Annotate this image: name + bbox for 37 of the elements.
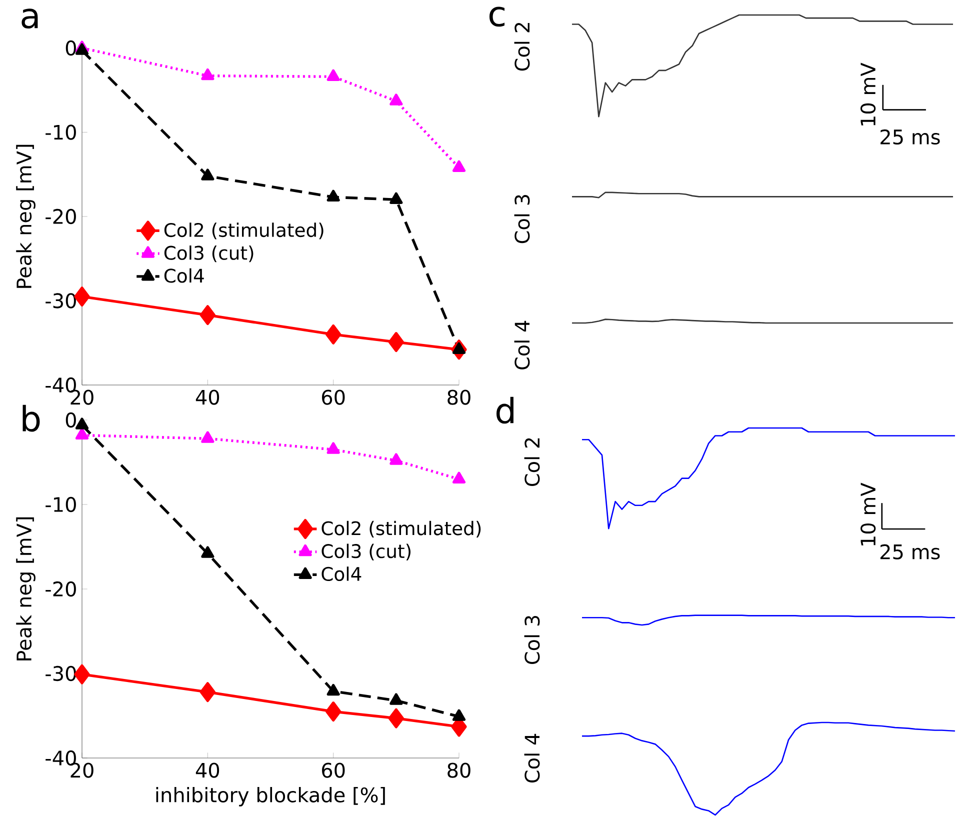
chart-title: c xyxy=(489,6,504,27)
y-tick-label: -10 xyxy=(46,496,76,512)
chart-title: a xyxy=(22,8,38,29)
y-tick-label: -10 xyxy=(46,124,76,140)
text: Col 2 xyxy=(524,438,540,486)
x-tick-label: 80 xyxy=(448,390,470,405)
legend-label: Col4 xyxy=(322,566,362,582)
y-tick-label: 0 xyxy=(66,412,76,428)
legend-label: Col2 (stimulated) xyxy=(322,520,481,538)
chart-title: b xyxy=(22,404,40,432)
y-tick-label: -20 xyxy=(46,208,76,224)
legend-label: Col3 (cut) xyxy=(164,245,254,262)
x-tick-label: 40 xyxy=(196,390,220,405)
text: Col 3 xyxy=(514,195,530,244)
text: Col 3 xyxy=(524,616,540,664)
y-tick-label: -30 xyxy=(46,666,76,682)
x-tick-label: 80 xyxy=(448,762,470,778)
text: Col 2 xyxy=(514,22,530,71)
text: Col 4 xyxy=(514,320,530,370)
y-tick-label: -20 xyxy=(46,581,76,597)
y-axis-title: Peak neg [mV] xyxy=(16,517,36,660)
x-tick-label: 40 xyxy=(196,762,220,778)
annotation: 25 ms xyxy=(880,129,940,145)
y-axis-title: Peak neg [mV] xyxy=(16,144,36,288)
annotation: 25 ms xyxy=(880,544,940,560)
legend-label: Col3 (cut) xyxy=(322,544,410,560)
text: Col 4 xyxy=(524,734,540,782)
annotation: 10 mV xyxy=(860,62,876,126)
annotation: 10 mV xyxy=(860,482,876,546)
chart-title: d xyxy=(496,396,514,424)
x-tick-label: 60 xyxy=(322,390,345,405)
y-tick-label: -30 xyxy=(46,293,76,308)
x-axis-title: inhibitory blockade [%] xyxy=(156,787,385,806)
x-tick-label: 60 xyxy=(322,762,345,778)
legend-label: Col4 xyxy=(164,268,204,283)
legend-label: Col2 (stimulated) xyxy=(164,222,324,240)
y-tick-label: 0 xyxy=(66,40,76,56)
